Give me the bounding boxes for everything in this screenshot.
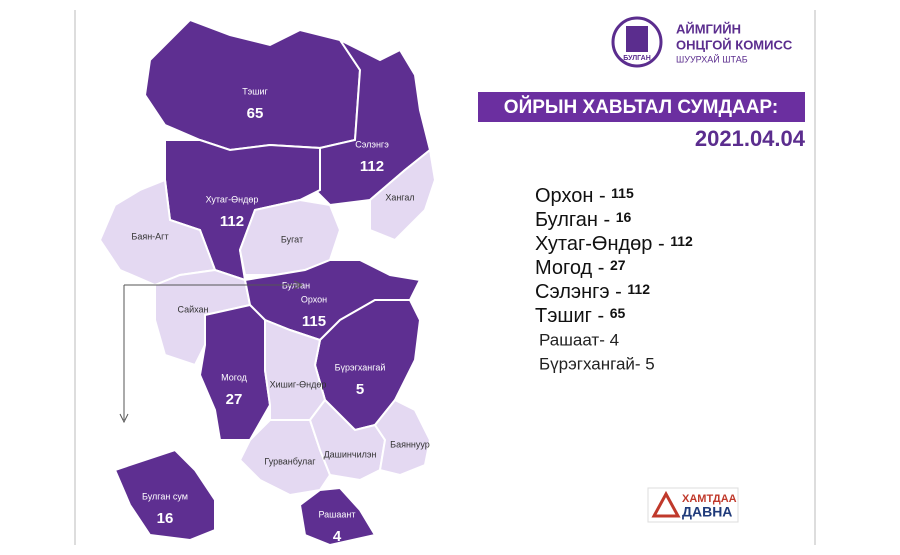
case-count: 65	[610, 305, 626, 321]
emblem-text: БУЛГАН	[623, 55, 651, 62]
note: Бүрэгхангай- 5	[539, 354, 655, 373]
region-count: 65	[247, 105, 264, 122]
region-name: Хутаг-Өндөр -	[535, 233, 670, 255]
list-item: Сэлэнгэ - 112	[535, 281, 650, 304]
case-count: 115	[611, 185, 634, 201]
region-name: Хутаг-Өндөр	[206, 194, 259, 204]
date: 2021.04.04	[695, 126, 806, 151]
list-item: Могод - 27	[535, 257, 626, 280]
logo-text: ХАМТДАА	[682, 493, 737, 505]
logo-icon	[651, 490, 681, 518]
region-count: 112	[220, 213, 244, 230]
list-item: Хутаг-Өндөр - 112	[535, 233, 693, 256]
org-name: АЙМГИЙН	[676, 21, 741, 36]
banner: ОЙРЫН ХАВЬТАЛ СУМДААР:	[504, 96, 778, 118]
region	[238, 419, 332, 497]
region-name: Хангал	[385, 192, 414, 202]
list-item: Тэшиг - 65	[535, 305, 626, 328]
region-count: 27	[226, 391, 243, 408]
region-name: Булган сум	[142, 491, 188, 501]
region	[369, 148, 437, 242]
region-name: Булган -	[535, 209, 616, 231]
region-name: Могод -	[535, 257, 610, 279]
region-name: Бугат	[281, 234, 303, 244]
region	[298, 486, 377, 547]
region-count: 5	[356, 381, 364, 398]
list-item: Орхон - 115	[535, 185, 634, 208]
region-count: 16	[157, 510, 174, 527]
region-name: Баяннуур	[390, 439, 430, 449]
region-count: 4	[333, 528, 342, 545]
case-count: 112	[627, 281, 650, 297]
region-name: Сэлэнгэ -	[535, 281, 627, 303]
region-name: Могод	[221, 372, 247, 382]
region-name: Тэшиг	[242, 86, 268, 96]
region-name: Орхон -	[535, 185, 611, 207]
logo-text: ДАВНА	[682, 504, 732, 520]
emblem	[626, 26, 648, 52]
region-name: Орхон	[301, 294, 327, 304]
map: Тэшиг 65 Сэлэнгэ 112 Хангал Хутаг-Өндөр 112 Бая…	[98, 18, 437, 547]
region-name: Тэшиг -	[535, 305, 610, 327]
case-count: 112	[670, 233, 693, 249]
region-name: Сэлэнгэ	[355, 139, 389, 149]
arrow	[123, 284, 300, 420]
region	[143, 18, 362, 152]
region-name: Бүрэгхангай	[335, 362, 386, 372]
banner-bg	[478, 92, 805, 122]
org-subtitle: ШУУРХАЙ ШТАБ	[676, 53, 748, 64]
region	[373, 398, 432, 477]
arrow-head	[293, 280, 304, 290]
note: Рашаат- 4	[539, 330, 619, 349]
region-name: Баян-Агт	[131, 231, 168, 241]
region-name: Сайхан	[177, 304, 208, 314]
region-name: Дашинчилэн	[324, 449, 377, 459]
region-name: Хишиг-Өндөр	[270, 379, 327, 389]
region-count: 115	[302, 313, 326, 330]
region-count: 112	[360, 158, 384, 175]
emblem	[611, 16, 663, 68]
region	[113, 448, 216, 542]
region-name: Рашаант	[318, 509, 355, 519]
list-item: Булган - 16	[535, 209, 632, 232]
case-count: 27	[610, 257, 626, 273]
org-name: ОНЦГОЙ КОМИСС	[676, 37, 793, 52]
region-name: Гурванбулаг	[264, 456, 316, 466]
arrow-head	[119, 413, 129, 424]
case-count: 16	[616, 209, 632, 225]
